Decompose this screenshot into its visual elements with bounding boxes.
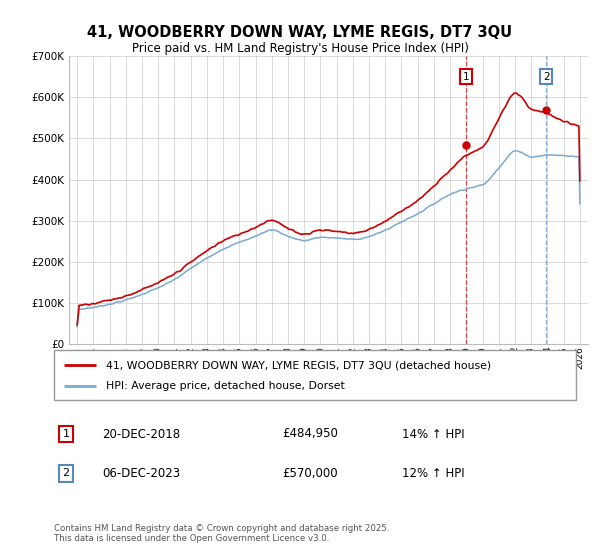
Text: 41, WOODBERRY DOWN WAY, LYME REGIS, DT7 3QU (detached house): 41, WOODBERRY DOWN WAY, LYME REGIS, DT7 …: [106, 360, 491, 370]
Text: 2: 2: [62, 468, 70, 478]
Text: Contains HM Land Registry data © Crown copyright and database right 2025.
This d: Contains HM Land Registry data © Crown c…: [54, 524, 389, 543]
Text: 1: 1: [463, 72, 469, 82]
FancyBboxPatch shape: [54, 350, 576, 400]
Text: 20-DEC-2018: 20-DEC-2018: [102, 427, 180, 441]
Text: Price paid vs. HM Land Registry's House Price Index (HPI): Price paid vs. HM Land Registry's House …: [131, 42, 469, 55]
Text: 1: 1: [62, 429, 70, 439]
Text: 12% ↑ HPI: 12% ↑ HPI: [402, 466, 464, 480]
Text: 06-DEC-2023: 06-DEC-2023: [102, 466, 180, 480]
Text: £570,000: £570,000: [282, 466, 338, 480]
Text: £484,950: £484,950: [282, 427, 338, 441]
Text: 14% ↑ HPI: 14% ↑ HPI: [402, 427, 464, 441]
Text: HPI: Average price, detached house, Dorset: HPI: Average price, detached house, Dors…: [106, 381, 345, 391]
Text: 2: 2: [543, 72, 550, 82]
Text: 41, WOODBERRY DOWN WAY, LYME REGIS, DT7 3QU: 41, WOODBERRY DOWN WAY, LYME REGIS, DT7 …: [88, 25, 512, 40]
